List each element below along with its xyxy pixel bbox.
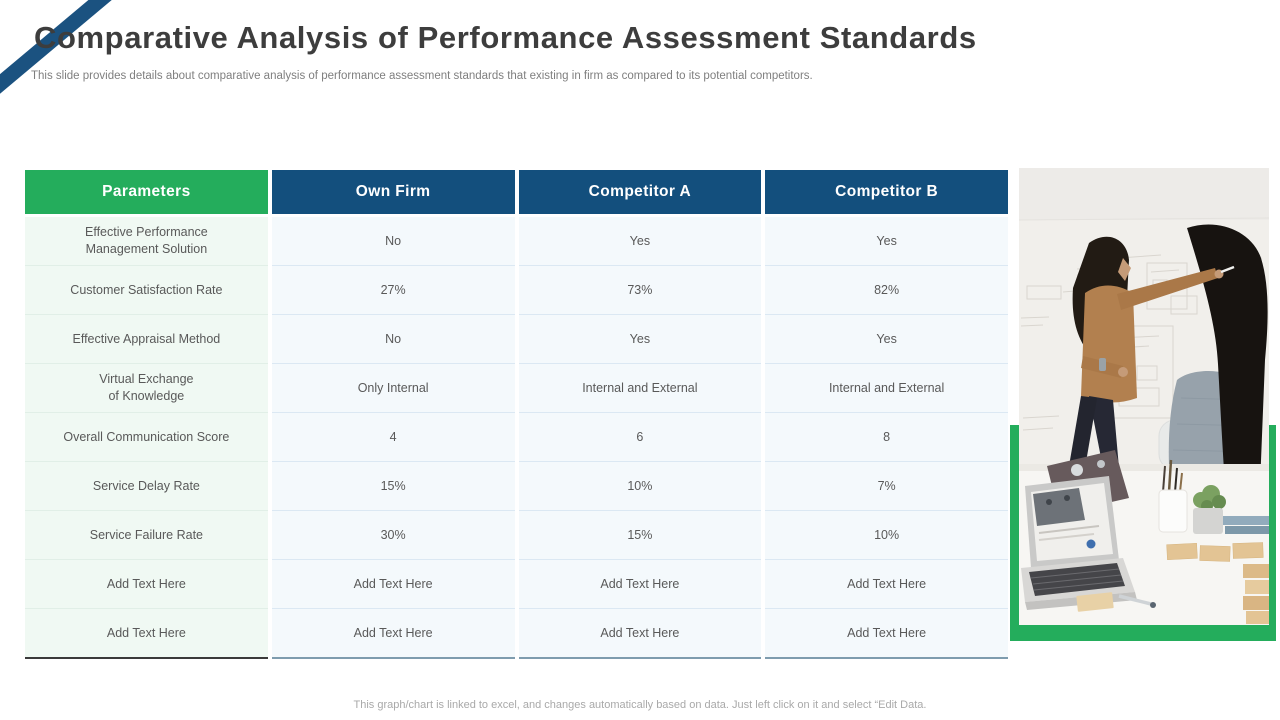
table-cell: Yes — [518, 217, 762, 266]
table-cell-parameter: Service Delay Rate — [25, 462, 268, 511]
table-row: Add Text Here Add Text Here Add Text Her… — [25, 609, 1008, 659]
table-cell-parameter: Virtual Exchange of Knowledge — [25, 364, 268, 413]
table-cell: 73% — [518, 266, 762, 315]
table-row: Effective Performance Management Solutio… — [25, 217, 1008, 266]
table-cell-parameter: Add Text Here — [25, 560, 268, 609]
table-row: Add Text Here Add Text Here Add Text Her… — [25, 560, 1008, 609]
table-cell: 6 — [518, 413, 762, 462]
table-cell: 82% — [765, 266, 1008, 315]
table-cell: 8 — [765, 413, 1008, 462]
excel-link-note: This graph/chart is linked to excel, and… — [353, 699, 927, 711]
table-cell-parameter: Effective Appraisal Method — [25, 315, 268, 364]
table-cell: 10% — [765, 511, 1008, 560]
table-header-own-firm: Own Firm — [271, 170, 515, 217]
table-row: Service Delay Rate 15% 10% 7% — [25, 462, 1008, 511]
table-cell: Add Text Here — [271, 560, 515, 609]
table-cell: Add Text Here — [518, 609, 762, 659]
table-row: Service Failure Rate 30% 15% 10% — [25, 511, 1008, 560]
table-cell: Yes — [765, 315, 1008, 364]
table-cell: 27% — [271, 266, 515, 315]
page-title: Comparative Analysis of Performance Asse… — [34, 20, 977, 55]
table-cell: 15% — [271, 462, 515, 511]
table-cell: 30% — [271, 511, 515, 560]
table-row: Effective Appraisal Method No Yes Yes — [25, 315, 1008, 364]
table-cell: Add Text Here — [765, 609, 1008, 659]
table-row: Virtual Exchange of Knowledge Only Inter… — [25, 364, 1008, 413]
table-cell: 15% — [518, 511, 762, 560]
table-row: Overall Communication Score 4 6 8 — [25, 413, 1008, 462]
table-cell: 7% — [765, 462, 1008, 511]
comparison-table-object[interactable]: Parameters Own Firm Competitor A Competi… — [21, 170, 1012, 659]
comparison-table: Parameters Own Firm Competitor A Competi… — [21, 170, 1012, 659]
table-cell: Add Text Here — [765, 560, 1008, 609]
table-cell: 4 — [271, 413, 515, 462]
team-discussion-photo — [1019, 168, 1269, 625]
table-cell: Yes — [518, 315, 762, 364]
table-header-competitor-a: Competitor A — [518, 170, 762, 217]
team-discussion-photo-art — [1019, 168, 1269, 625]
table-cell-parameter: Effective Performance Management Solutio… — [25, 217, 268, 266]
table-cell: Add Text Here — [271, 609, 515, 659]
table-cell-parameter: Add Text Here — [25, 609, 268, 659]
table-header-row: Parameters Own Firm Competitor A Competi… — [25, 170, 1008, 217]
table-row: Customer Satisfaction Rate 27% 73% 82% — [25, 266, 1008, 315]
slide-subtitle: This slide provides details about compar… — [31, 70, 813, 82]
table-cell: Internal and External — [765, 364, 1008, 413]
table-cell: Add Text Here — [518, 560, 762, 609]
table-cell: No — [271, 217, 515, 266]
table-cell: Internal and External — [518, 364, 762, 413]
table-cell: Only Internal — [271, 364, 515, 413]
table-header-competitor-b: Competitor B — [765, 170, 1008, 217]
table-header-parameters: Parameters — [25, 170, 268, 217]
table-cell: Yes — [765, 217, 1008, 266]
table-cell-parameter: Overall Communication Score — [25, 413, 268, 462]
table-cell: No — [271, 315, 515, 364]
table-cell-parameter: Service Failure Rate — [25, 511, 268, 560]
table-cell-parameter: Customer Satisfaction Rate — [25, 266, 268, 315]
table-cell: 10% — [518, 462, 762, 511]
